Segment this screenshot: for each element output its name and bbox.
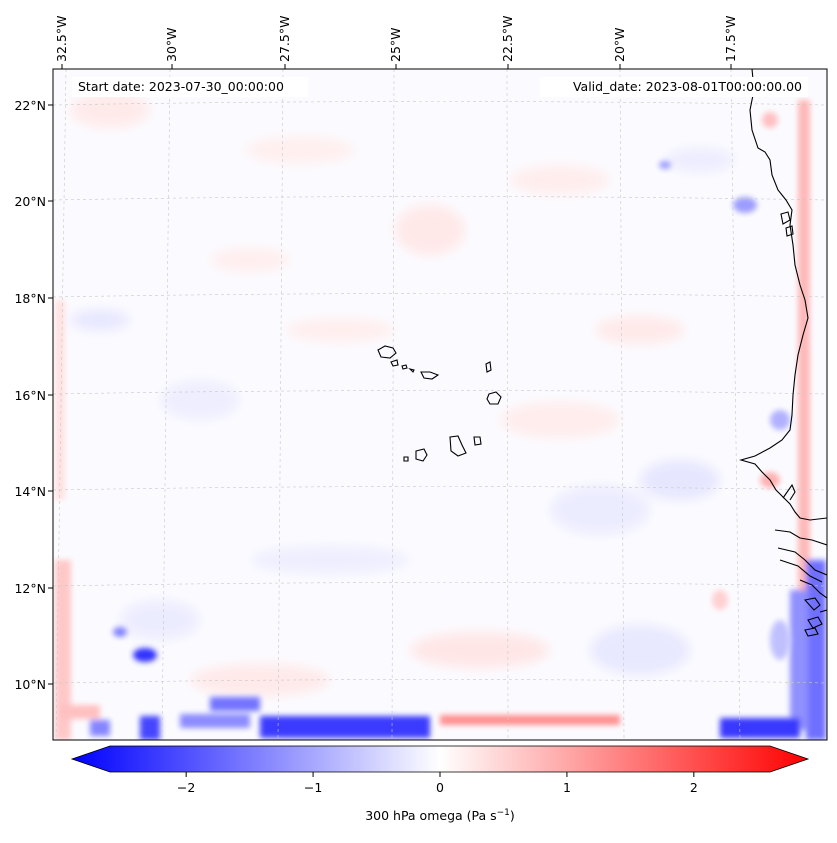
colorbar-tick-label: 1 (563, 780, 571, 795)
longitude-labels: 32.5°W 30°W 27.5°W 25°W 22.5°W 20°W 17.5°W (54, 16, 738, 69)
colorbar: −2 −1 0 1 2 300 hPa omega (Pa s−1) (70, 745, 810, 823)
lon-label: 17.5°W (723, 16, 738, 62)
omega-field: Start date: 2023-07-30_00:00:00 Valid_da… (53, 69, 827, 740)
localized-features (113, 112, 790, 662)
lat-label: 18°N (14, 291, 46, 306)
field-background-anomalies (70, 92, 735, 696)
colorbar-ticks: −2 −1 0 1 2 (177, 772, 698, 795)
lat-label: 20°N (14, 194, 46, 209)
lon-label: 20°W (612, 27, 627, 62)
colorbar-label: 300 hPa omega (Pa s−1) (365, 808, 515, 823)
cape-verde-islands (377, 345, 502, 462)
lat-label: 16°N (14, 388, 46, 403)
colorbar-tick-label: −2 (177, 780, 195, 795)
valid-date-box (540, 77, 808, 97)
colorbar-tick-label: 2 (690, 780, 698, 795)
colorbar-tick-label: 0 (436, 780, 444, 795)
graticule (53, 69, 827, 740)
lon-label: 25°W (388, 27, 403, 62)
lon-label: 27.5°W (277, 16, 292, 62)
lat-label: 10°N (14, 677, 46, 692)
lon-label: 32.5°W (54, 16, 69, 62)
colorbar-body (70, 745, 810, 773)
latitude-labels: 22°N 20°N 18°N 16°N 14°N 12°N 10°N (14, 98, 53, 692)
boundary-artifacts (55, 100, 826, 740)
lat-label: 12°N (14, 581, 46, 596)
start-date-box (72, 77, 308, 97)
lon-label: 22.5°W (500, 16, 515, 62)
start-date-label: Start date: 2023-07-30_00:00:00 (78, 79, 284, 94)
lon-label: 30°W (164, 27, 179, 62)
coastline (738, 69, 827, 637)
lat-label: 14°N (14, 484, 46, 499)
lat-label: 22°N (14, 98, 46, 113)
valid-date-label: Valid_date: 2023-08-01T00:00:00.00 (573, 79, 802, 94)
map-frame (52, 68, 828, 741)
colorbar-tick-label: −1 (304, 780, 322, 795)
